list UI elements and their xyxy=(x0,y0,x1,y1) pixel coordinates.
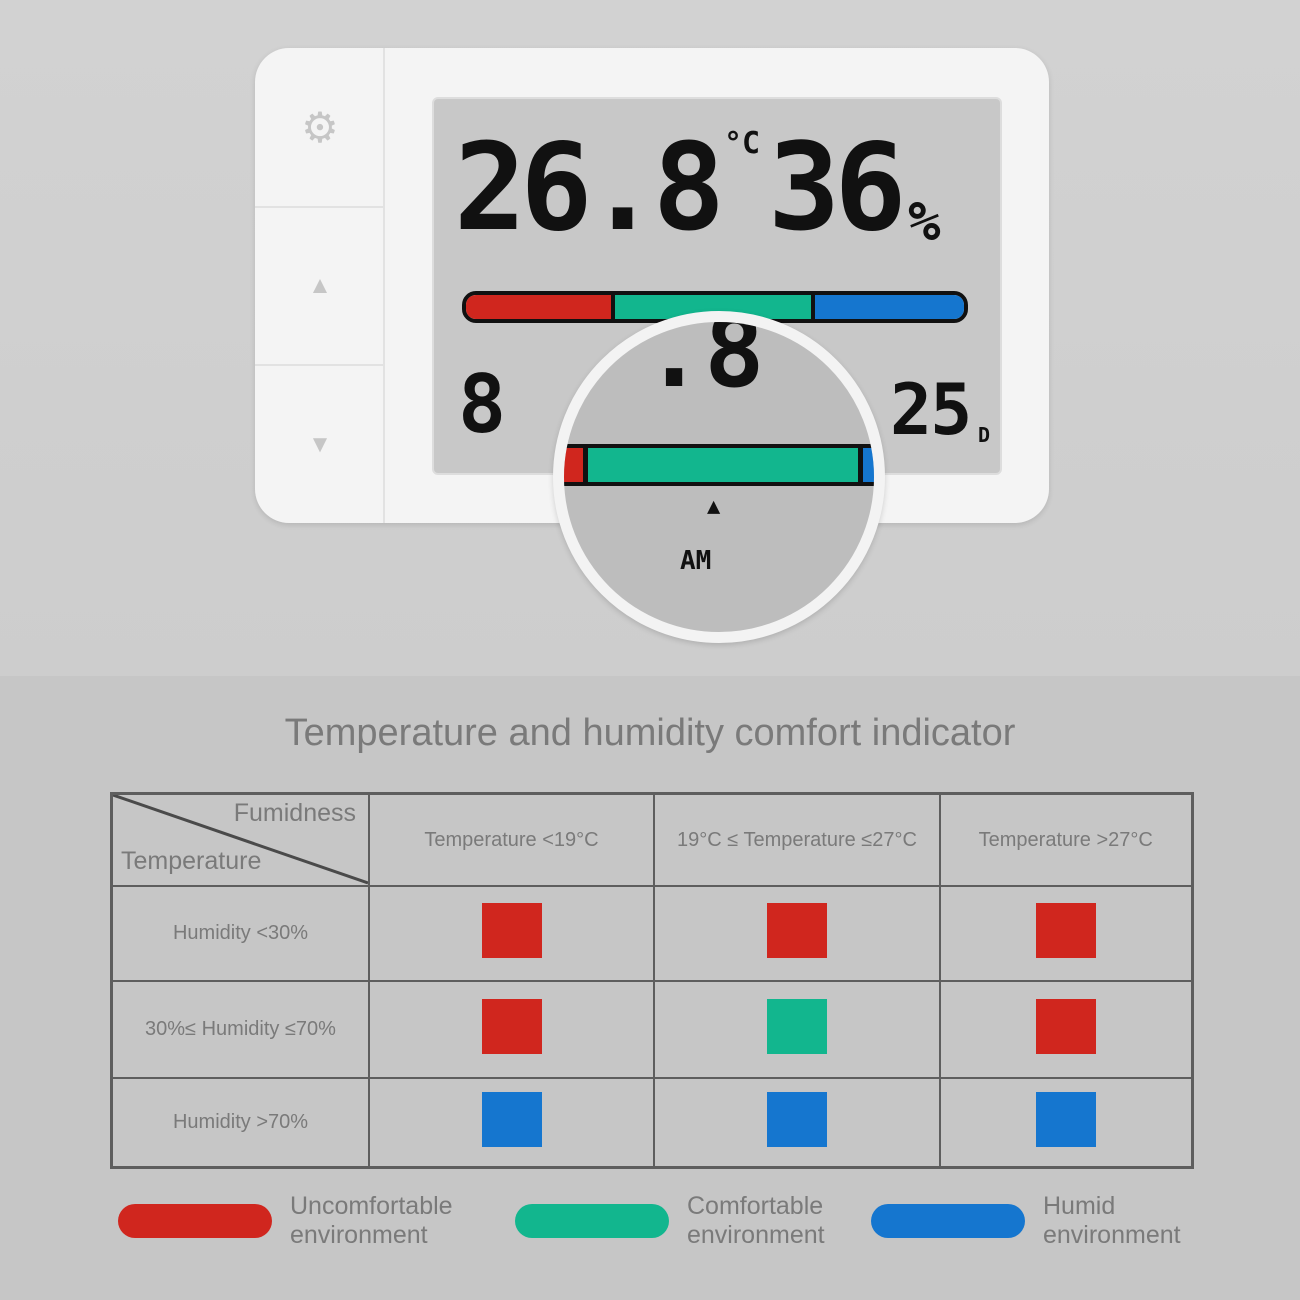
legend-label: environment xyxy=(1043,1221,1181,1249)
legend-label: environment xyxy=(290,1221,428,1249)
legend-label: Uncomfortable xyxy=(290,1192,453,1220)
up-arrow-icon: ▲ xyxy=(308,272,332,299)
row-header: Humidity >70% xyxy=(110,1077,370,1168)
magnifier-circle: .8 ▲ AM xyxy=(553,311,885,643)
lower-right-readout: 25 xyxy=(890,369,972,451)
am-label: AM xyxy=(680,546,712,576)
humidity-readout: 36 xyxy=(768,119,906,258)
table-row: Humidity <30% xyxy=(110,885,1193,982)
diagonal-line xyxy=(113,795,368,885)
table-cell xyxy=(939,885,1193,982)
gear-button[interactable]: ⚙ xyxy=(255,48,385,206)
table-cell xyxy=(653,980,941,1079)
lower-right-unit: D xyxy=(978,423,991,447)
table-cell xyxy=(368,885,655,982)
humid-square xyxy=(481,1091,542,1147)
table-row: Humidity >70% xyxy=(110,1077,1193,1168)
gear-icon: ⚙ xyxy=(301,103,339,151)
legend-swatch xyxy=(515,1204,669,1238)
bar-uncomfortable xyxy=(466,295,616,319)
up-button[interactable]: ▲ xyxy=(255,206,385,364)
thermometer-device: ⚙ ▲ ▼ 26.8 °C 36 % 8 25 D xyxy=(255,48,1049,523)
legend-comfortable: Comfortable environment xyxy=(515,1192,867,1250)
column-header: Temperature >27°C xyxy=(939,792,1193,887)
section-title: Temperature and humidity comfort indicat… xyxy=(284,712,1016,754)
down-button[interactable]: ▼ xyxy=(255,364,385,523)
table-cell xyxy=(368,1077,655,1168)
uncomfortable-square xyxy=(1035,903,1096,958)
uncomfortable-square xyxy=(481,999,542,1054)
table-cell xyxy=(653,885,941,982)
magnified-bar xyxy=(564,444,874,486)
comfort-table: Fumidness Temperature Temperature <19°C … xyxy=(110,792,1194,1169)
legend-swatch xyxy=(871,1204,1025,1238)
uncomfortable-square xyxy=(767,903,827,958)
legend-humid: Humid environment xyxy=(871,1192,1223,1250)
bar-humid xyxy=(814,295,964,319)
table-header-row: Fumidness Temperature Temperature <19°C … xyxy=(110,792,1193,887)
magnified-bar-comfortable xyxy=(587,448,864,482)
product-photo-area: ⚙ ▲ ▼ 26.8 °C 36 % 8 25 D .8 ▲ AM xyxy=(0,0,1300,676)
magnified-value: .8 xyxy=(644,311,765,410)
row-header: 30%≤ Humidity ≤70% xyxy=(110,980,370,1079)
temperature-readout: 26.8 xyxy=(454,119,725,258)
magnified-bar-uncomfortable xyxy=(564,448,588,482)
humid-square xyxy=(767,1091,827,1147)
legend-label: environment xyxy=(687,1221,825,1249)
uncomfortable-square xyxy=(481,903,542,958)
uncomfortable-square xyxy=(1035,999,1096,1054)
corner-cell: Fumidness Temperature xyxy=(110,792,370,887)
table-row: 30%≤ Humidity ≤70% xyxy=(110,980,1193,1079)
magnified-bar-humid xyxy=(863,448,874,482)
table-cell xyxy=(368,980,655,1079)
column-header: Temperature <19°C xyxy=(368,792,655,887)
corner-top-label: Fumidness xyxy=(233,799,356,827)
row-header: Humidity <30% xyxy=(110,885,370,982)
legend-label: Comfortable xyxy=(687,1192,824,1220)
table-cell xyxy=(653,1077,941,1168)
comfortable-square xyxy=(767,999,827,1054)
table-cell xyxy=(939,980,1193,1079)
humidity-unit: % xyxy=(908,190,941,253)
column-header: 19°C ≤ Temperature ≤27°C xyxy=(653,792,941,887)
temperature-unit: °C xyxy=(724,126,761,161)
humid-square xyxy=(1035,1091,1096,1147)
corner-bottom-label: Temperature xyxy=(121,847,262,875)
pointer-icon: ▲ xyxy=(707,494,721,519)
table-cell xyxy=(939,1077,1193,1168)
legend-swatch xyxy=(118,1204,272,1238)
lower-left-readout: 8 xyxy=(458,358,507,451)
legend-label: Humid xyxy=(1043,1192,1116,1220)
button-panel: ⚙ ▲ ▼ xyxy=(255,48,385,523)
down-arrow-icon: ▼ xyxy=(308,430,332,458)
legend-uncomfortable: Uncomfortable environment xyxy=(118,1192,470,1250)
